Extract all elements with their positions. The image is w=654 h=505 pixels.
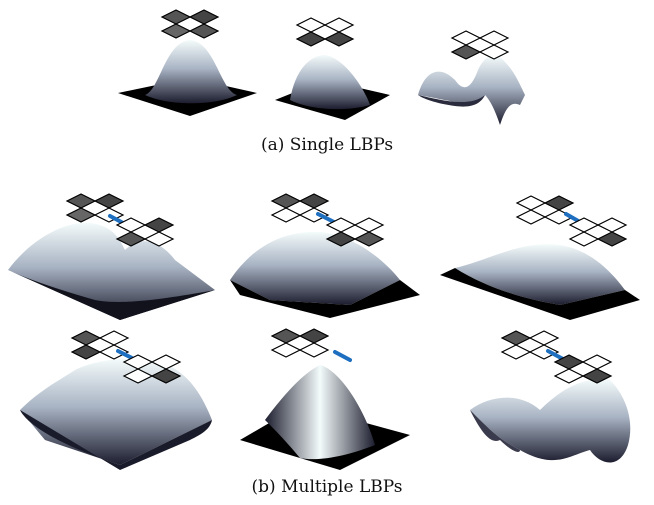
surface <box>275 55 390 120</box>
lbp-pattern <box>502 331 558 359</box>
lbp-pattern <box>327 218 383 246</box>
surface <box>20 359 212 470</box>
lbp-pattern <box>297 18 353 46</box>
surface <box>230 232 420 318</box>
figure: (a) Single LBPs <box>0 0 654 505</box>
caption: (a) Single LBPs <box>261 135 393 155</box>
lbp-pattern <box>517 196 573 224</box>
lbp-pattern <box>72 331 128 359</box>
lbp-pattern <box>272 329 328 357</box>
surface <box>440 244 640 320</box>
surface <box>118 40 257 116</box>
surface <box>418 55 525 125</box>
surface <box>240 365 410 470</box>
lbp-pattern <box>570 218 626 246</box>
page: (a) Single LBPs <box>0 0 654 505</box>
surface <box>470 379 630 462</box>
lbp-pattern <box>272 194 328 222</box>
lbp-pattern <box>162 10 218 38</box>
surface <box>8 223 215 320</box>
lbp-pattern <box>452 31 508 59</box>
link <box>335 352 350 360</box>
caption: (b) Multiple LBPs <box>252 477 403 497</box>
lbp-pattern <box>555 355 611 383</box>
